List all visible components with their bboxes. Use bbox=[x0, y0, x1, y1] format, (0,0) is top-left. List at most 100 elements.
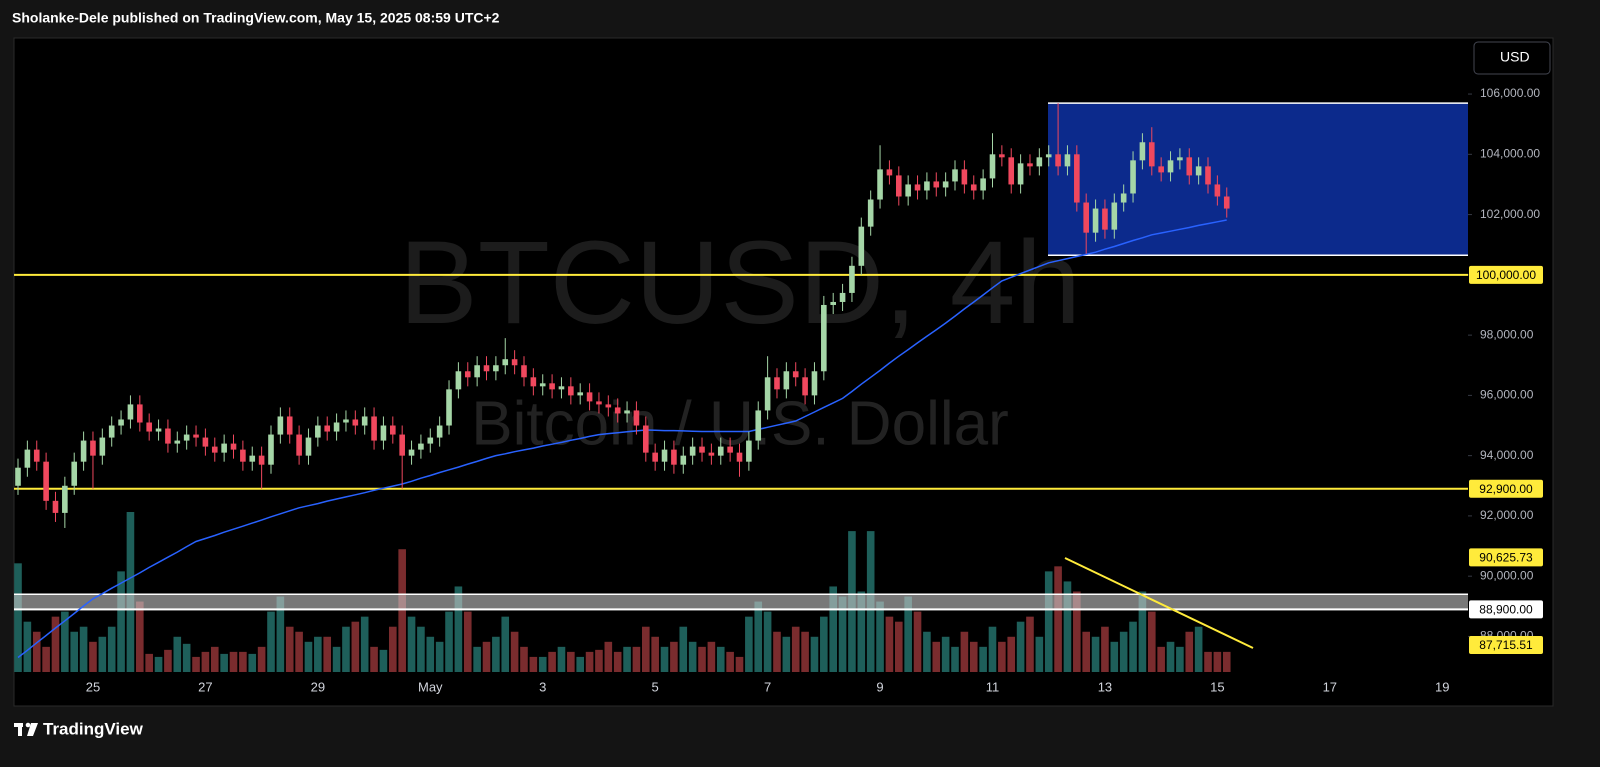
volume-bar bbox=[604, 641, 613, 672]
candle-body bbox=[530, 377, 537, 387]
volume-bar bbox=[314, 636, 322, 672]
volume-bar bbox=[923, 631, 931, 672]
candle-body bbox=[924, 181, 930, 191]
moving-average bbox=[17, 219, 1227, 659]
candle-body bbox=[230, 443, 237, 450]
candle-body bbox=[1064, 154, 1071, 167]
x-tick-label: 3 bbox=[539, 679, 546, 694]
logo-shape bbox=[18, 723, 22, 736]
logo-shape bbox=[25, 722, 31, 728]
candle-body bbox=[502, 359, 509, 366]
volume-bar bbox=[426, 636, 435, 672]
volume-bar bbox=[510, 631, 519, 672]
volume-bar bbox=[679, 626, 688, 672]
candle-body bbox=[174, 440, 181, 444]
brand-name: TradingView bbox=[43, 719, 144, 738]
volume-bar bbox=[613, 651, 622, 672]
candle-body bbox=[989, 154, 996, 179]
candle-body bbox=[830, 301, 837, 305]
candle-body bbox=[624, 410, 630, 414]
candle-body bbox=[24, 449, 31, 468]
candle-body bbox=[652, 452, 658, 462]
candle-body bbox=[549, 383, 555, 390]
candle-body bbox=[371, 416, 377, 441]
volume-bar bbox=[951, 646, 959, 672]
candle-body bbox=[436, 425, 443, 438]
candle-body bbox=[296, 434, 302, 456]
volume-bar bbox=[1110, 641, 1119, 672]
x-tick-label: 11 bbox=[986, 679, 1000, 694]
candle-body bbox=[708, 452, 715, 456]
volume-bar bbox=[820, 616, 828, 672]
candle-body bbox=[258, 455, 265, 465]
volume-bar bbox=[595, 649, 603, 672]
volume-bar bbox=[42, 646, 50, 672]
candle-body bbox=[427, 437, 434, 444]
x-tick-label: 25 bbox=[86, 679, 100, 694]
candle-body bbox=[914, 184, 921, 191]
candle-body bbox=[493, 365, 499, 372]
volume-bar bbox=[70, 631, 79, 672]
candle-body bbox=[699, 446, 705, 453]
candle-body bbox=[1092, 208, 1099, 233]
candle-body bbox=[202, 437, 209, 447]
y-tick-label: 106,000.00 bbox=[1480, 86, 1540, 100]
volume-bar bbox=[941, 636, 950, 672]
candle-body bbox=[464, 371, 471, 378]
currency-button[interactable] bbox=[1473, 41, 1551, 75]
candle-body bbox=[1177, 157, 1183, 161]
candle-body bbox=[155, 428, 162, 432]
candle-body bbox=[1036, 157, 1043, 167]
candle-body bbox=[1148, 142, 1155, 167]
candle-body bbox=[596, 401, 602, 405]
volume-bar bbox=[79, 626, 88, 672]
volume-bar bbox=[960, 631, 969, 672]
candle-body bbox=[577, 392, 584, 396]
candle-body bbox=[193, 434, 199, 438]
candle-body bbox=[783, 371, 790, 390]
candle-body bbox=[352, 419, 359, 426]
volume-bar bbox=[754, 601, 763, 672]
volume-bar bbox=[360, 616, 369, 672]
volume-bar bbox=[201, 651, 210, 672]
candle-body bbox=[746, 440, 752, 462]
candle-body bbox=[99, 437, 106, 456]
candle-body bbox=[811, 371, 818, 396]
candle-body bbox=[221, 443, 227, 453]
volume-bar bbox=[482, 641, 491, 672]
candle-body bbox=[380, 425, 387, 441]
candle-body bbox=[324, 425, 331, 432]
volume-bar bbox=[1222, 651, 1231, 672]
candle-body bbox=[108, 425, 115, 438]
volume-bar bbox=[239, 651, 247, 672]
volume-bar bbox=[164, 649, 172, 672]
volume-bar bbox=[285, 626, 294, 672]
volume-bar bbox=[716, 646, 725, 672]
level-label: 88,900.00 bbox=[1479, 602, 1533, 616]
candle-body bbox=[1167, 160, 1174, 173]
volume-bar bbox=[89, 641, 97, 672]
candle-body bbox=[1045, 154, 1052, 158]
volume-bar bbox=[998, 641, 1006, 672]
level-label-box bbox=[1469, 636, 1543, 655]
candle-body bbox=[33, 449, 40, 462]
volume-bar bbox=[1185, 631, 1194, 672]
candle-body bbox=[62, 485, 68, 513]
currency-label[interactable]: USD bbox=[1500, 49, 1530, 65]
x-tick-label: May bbox=[418, 679, 443, 694]
candle-body bbox=[1214, 184, 1221, 197]
y-tick-label: 94,000.00 bbox=[1480, 448, 1534, 462]
candle-body bbox=[774, 377, 780, 390]
volume-bar bbox=[585, 651, 594, 672]
candle-body bbox=[821, 304, 827, 372]
candle-body bbox=[165, 428, 171, 444]
y-tick-label: 92,000.00 bbox=[1480, 508, 1534, 522]
volume-bar bbox=[23, 621, 32, 672]
volume-bar bbox=[370, 646, 378, 672]
volume-bar bbox=[14, 563, 22, 672]
candle-body bbox=[52, 500, 59, 513]
back-layer bbox=[1048, 102, 1468, 257]
volume-bar bbox=[332, 646, 341, 672]
candle-body bbox=[952, 169, 958, 182]
candle-body bbox=[1111, 202, 1118, 230]
